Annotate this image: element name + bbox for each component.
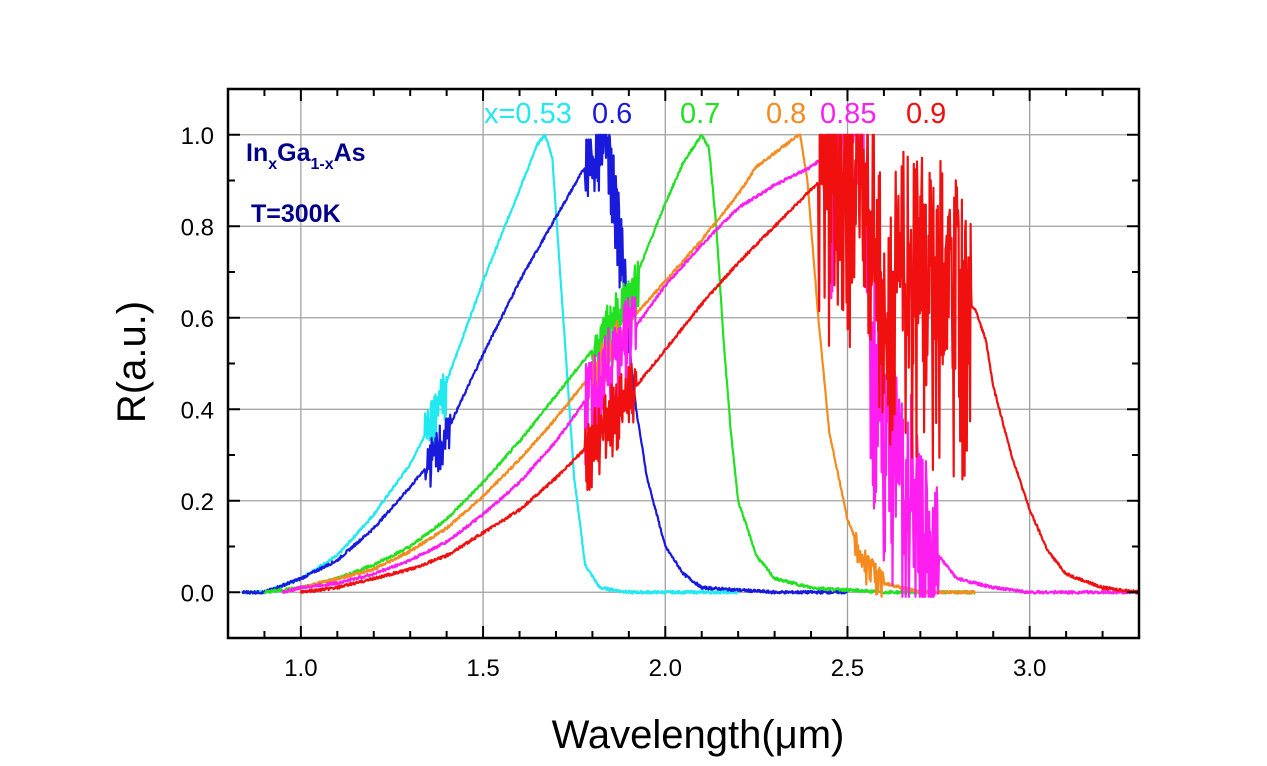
y-tick-label: 0.8 xyxy=(181,214,214,241)
series-line-x-0-9 xyxy=(299,133,1141,595)
material-base-ga: Ga xyxy=(277,139,311,167)
x-axis-title: Wavelength(μm) xyxy=(552,713,845,757)
material-sub-1-x: 1-x xyxy=(310,156,333,173)
temperature-annotation: T=300K xyxy=(251,200,341,228)
y-tick-label: 0.4 xyxy=(181,397,214,424)
y-tick-label: 1.0 xyxy=(181,123,214,150)
curves xyxy=(241,133,1141,598)
y-axis-title: R(a.u.) xyxy=(110,301,154,423)
y-tick-labels: 0.0 0.2 0.4 0.6 0.8 1.0 xyxy=(181,123,214,608)
material-annotation: InxGa1-xAs xyxy=(246,139,366,173)
series-label-x-0-8: 0.8 xyxy=(766,98,806,130)
x-tick-label: 2.5 xyxy=(831,655,864,682)
series-label-x-0-53: x=0.53 xyxy=(484,98,572,130)
x-tick-label: 3.0 xyxy=(1013,655,1046,682)
material-base-as: As xyxy=(334,139,366,167)
plot-frame xyxy=(226,87,1141,640)
plot-border xyxy=(226,87,1141,640)
x-tick-label: 2.0 xyxy=(649,655,682,682)
y-tick-label: 0.6 xyxy=(181,306,214,333)
series-label-x-0-85: 0.85 xyxy=(820,98,876,130)
material-sub-x: x xyxy=(268,156,277,173)
x-tick-label: 1.0 xyxy=(284,655,317,682)
y-tick-label: 0.2 xyxy=(181,489,214,516)
series-label-x-0-6: 0.6 xyxy=(592,98,632,130)
series-line-x-0-6 xyxy=(241,133,849,595)
series-label-x-0-9: 0.9 xyxy=(906,98,946,130)
series-labels: x=0.53 0.6 0.7 0.8 0.85 0.9 xyxy=(484,98,946,130)
axis-ticks xyxy=(227,88,1140,639)
y-tick-label: 0.0 xyxy=(181,580,214,607)
series-line-x-0-85 xyxy=(281,133,1140,598)
x-tick-label: 1.5 xyxy=(466,655,499,682)
grid xyxy=(228,89,1139,638)
x-tick-labels: 1.0 1.5 2.0 2.5 3.0 xyxy=(284,655,1046,682)
series-label-x-0-7: 0.7 xyxy=(680,98,720,130)
material-base-in: In xyxy=(246,139,268,167)
